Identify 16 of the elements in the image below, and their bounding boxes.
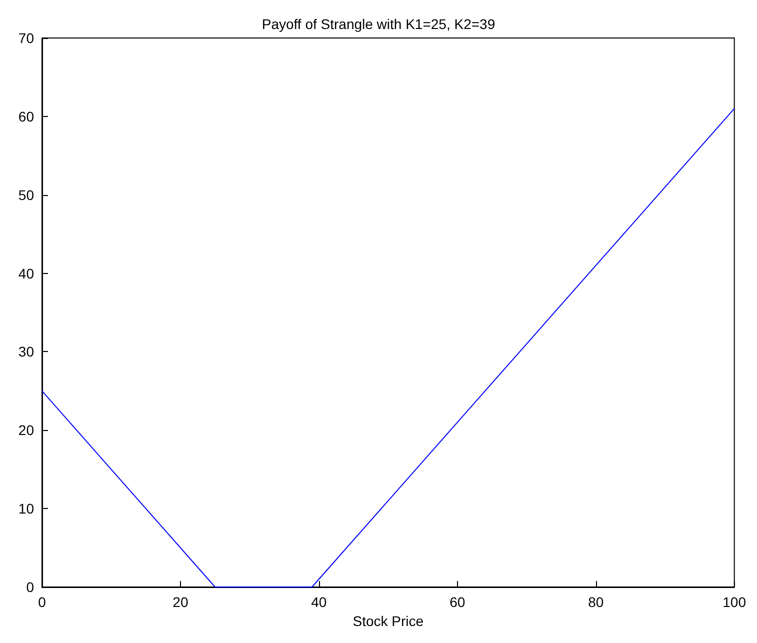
y-tick-label: 60 <box>18 108 34 124</box>
y-tick-label: 50 <box>18 186 34 203</box>
x-tick-label: 80 <box>588 594 604 610</box>
x-tick-label: 20 <box>172 594 188 610</box>
x-tick-label: 100 <box>722 594 746 610</box>
y-tick-label: 20 <box>18 422 34 438</box>
x-tick-label: 40 <box>311 594 327 610</box>
y-tick-label: 0 <box>26 579 34 595</box>
chart-title: Payoff of Strangle with K1=25, K2=39 <box>262 16 496 32</box>
x-tick-label: 0 <box>38 594 46 610</box>
x-tick-label: 60 <box>450 594 466 610</box>
y-tick-label: 40 <box>18 265 34 282</box>
x-axis-title: Stock Price <box>352 612 424 629</box>
y-tick-label: 10 <box>18 500 34 517</box>
y-tick-label: 70 <box>18 30 34 46</box>
y-tick-label: 30 <box>18 344 34 360</box>
